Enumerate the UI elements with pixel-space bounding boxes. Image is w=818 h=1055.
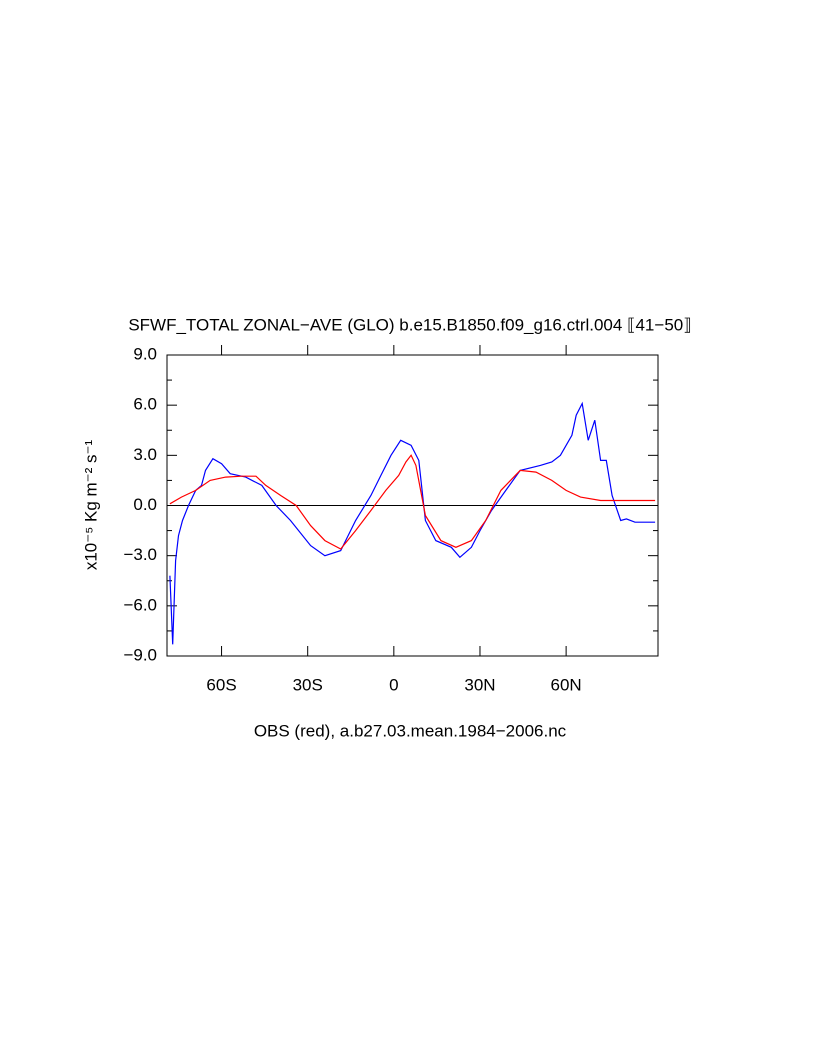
data-line xyxy=(169,454,656,550)
y-tick-label: 0.0 xyxy=(133,495,157,514)
y-tick-label: −6.0 xyxy=(123,595,157,614)
x-tick-label: 30N xyxy=(464,675,495,694)
data-line xyxy=(169,401,656,645)
x-axis-label: OBS (red), a.b27.03.mean.1984−2006.nc xyxy=(254,721,567,740)
y-tick-label: 6.0 xyxy=(133,395,157,414)
y-tick-label: 3.0 xyxy=(133,445,157,464)
x-tick-label: 30S xyxy=(293,675,323,694)
y-tick-label: −3.0 xyxy=(123,545,157,564)
x-tick-label: 60N xyxy=(551,675,582,694)
chart-title: SFWF_TOTAL ZONAL−AVE (GLO) b.e15.B1850.f… xyxy=(128,315,691,334)
x-tick-label: 0 xyxy=(389,675,398,694)
y-tick-label: −9.0 xyxy=(123,645,157,664)
y-axis-label: x10⁻⁵ Kg m⁻² s⁻¹ xyxy=(81,440,100,571)
y-tick-label: 9.0 xyxy=(133,344,157,363)
plot-frame xyxy=(166,354,659,657)
x-tick-label: 60S xyxy=(206,675,236,694)
